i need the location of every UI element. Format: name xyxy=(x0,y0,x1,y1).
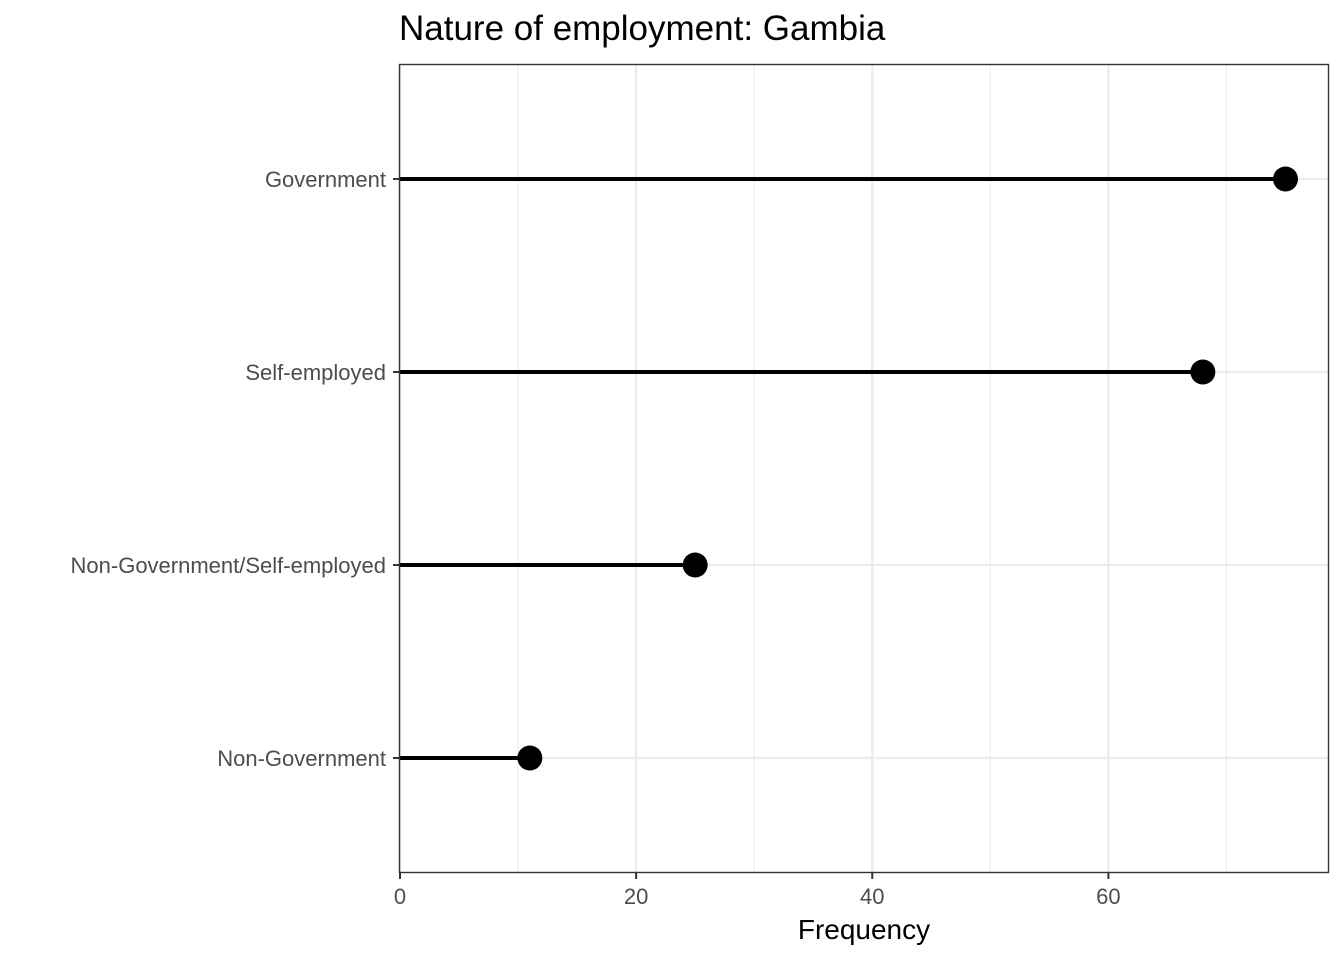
x-tick-label: 20 xyxy=(624,884,648,909)
lollipop-point xyxy=(1190,359,1216,385)
x-tick-label: 40 xyxy=(860,884,884,909)
panel-border xyxy=(398,63,1330,874)
lollipop-point xyxy=(517,745,543,771)
y-tick-label: Self-employed xyxy=(245,360,386,385)
lollipop-point xyxy=(1272,166,1298,192)
y-tick-label: Non-Government/Self-employed xyxy=(71,553,386,578)
x-axis-title: Frequency xyxy=(798,914,930,945)
y-tick-label: Government xyxy=(265,167,386,192)
axis-layer: Government Self-employed Non-Government/Se… xyxy=(71,167,1121,909)
x-tick-label: 60 xyxy=(1096,884,1120,909)
data-layer xyxy=(400,166,1298,771)
chart-title: Nature of employment: Gambia xyxy=(399,9,886,48)
x-tick-label: 0 xyxy=(394,884,406,909)
y-tick-label: Non-Government xyxy=(217,746,386,771)
lollipop-point xyxy=(682,552,708,578)
